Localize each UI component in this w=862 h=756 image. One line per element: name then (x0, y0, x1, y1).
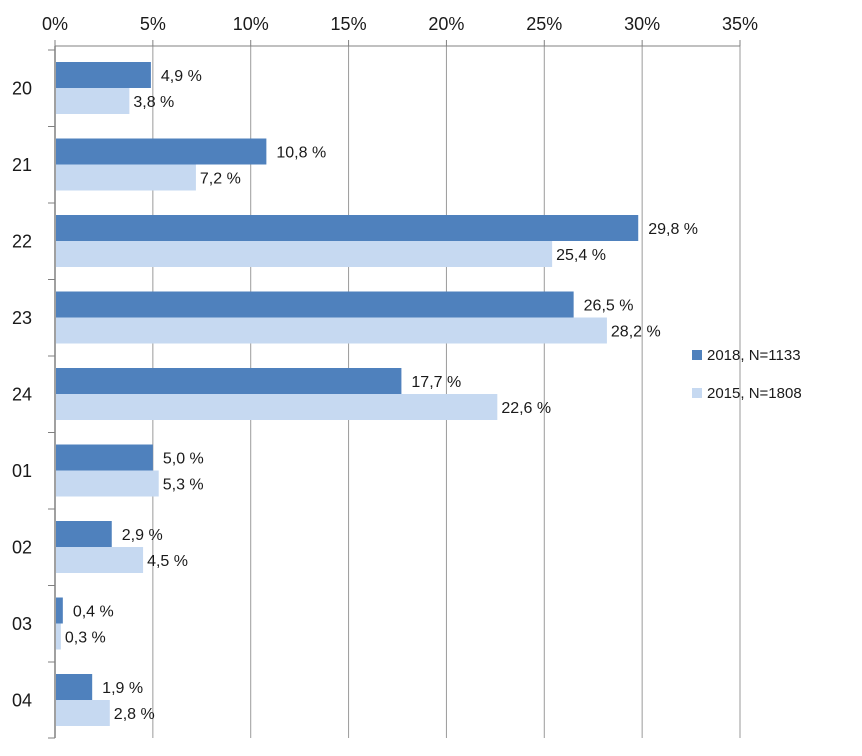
data-label: 10,8 % (276, 145, 326, 162)
data-label: 17,7 % (411, 374, 461, 391)
data-label: 0,4 % (73, 604, 114, 621)
bar-series-1 (56, 291, 574, 318)
x-tick-label: 30% (624, 14, 660, 34)
data-label: 29,8 % (648, 221, 698, 238)
legend-label: 2018, N=1133 (707, 347, 801, 364)
x-tick-label: 25% (526, 14, 562, 34)
x-tick-label: 15% (331, 14, 367, 34)
legend-swatch (692, 388, 702, 398)
category-label: 02 (12, 537, 32, 557)
data-label: 3,8 % (133, 94, 174, 111)
bar-series-2 (56, 164, 196, 191)
x-tick-label: 0% (42, 14, 68, 34)
legend-swatch (692, 350, 702, 360)
bars: 4,9 % 10,8 % 29,8 % 26,5 % 17,7 % 5,0 % 2,9 % 0… (56, 62, 698, 726)
data-label: 1,9 % (102, 680, 143, 697)
category-label: 01 (12, 461, 32, 481)
category-label: 23 (12, 308, 32, 328)
data-label: 4,9 % (161, 68, 202, 85)
category-label: 04 (12, 690, 32, 710)
category-label: 03 (12, 614, 32, 634)
bar-series-1 (56, 215, 639, 241)
bar-series-2 (56, 700, 110, 726)
data-label: 2,8 % (114, 706, 155, 723)
x-tick-label: 20% (428, 14, 464, 34)
data-label: 22,6 % (501, 400, 551, 417)
category-label: 24 (12, 384, 32, 404)
bar-series-1 (56, 368, 402, 394)
x-tick-label: 5% (140, 14, 166, 34)
data-label: 4,5 % (147, 553, 188, 570)
data-label: 5,3 % (163, 477, 204, 494)
category-label: 22 (12, 231, 32, 251)
bar-series-1 (56, 444, 153, 471)
data-label: 25,4 % (556, 247, 606, 264)
bar-series-2 (56, 623, 61, 650)
category-label: 20 (12, 78, 32, 98)
data-label: 26,5 % (584, 298, 634, 315)
x-tick-label: 35% (722, 14, 758, 34)
data-label: 0,3 % (65, 630, 106, 647)
bar-series-2 (56, 241, 553, 267)
bar-series-1 (56, 62, 151, 88)
x-tick-label: 10% (233, 14, 269, 34)
bar-series-2 (56, 317, 607, 344)
bar-series-2 (56, 88, 130, 114)
data-label: 7,2 % (200, 171, 241, 188)
data-label: 2,9 % (122, 527, 163, 544)
bar-series-1 (56, 674, 93, 700)
data-label: 28,2 % (611, 324, 661, 341)
bar-series-1 (56, 138, 267, 165)
data-label: 5,0 % (163, 451, 204, 468)
category-label: 21 (12, 155, 32, 175)
bar-series-2 (56, 547, 144, 573)
bar-series-1 (56, 597, 63, 624)
x-axis: 0% 5% 10% 15% 20% 25% 30% 35% (42, 14, 758, 47)
bar-series-2 (56, 470, 159, 497)
legend-label: 2015, N=1808 (707, 385, 802, 402)
bar-series-1 (56, 521, 112, 547)
y-axis: 20 21 22 23 24 01 02 03 04 (12, 49, 55, 739)
bar-series-2 (56, 394, 498, 420)
legend: 2018, N=1133 2015, N=1808 (692, 347, 802, 402)
